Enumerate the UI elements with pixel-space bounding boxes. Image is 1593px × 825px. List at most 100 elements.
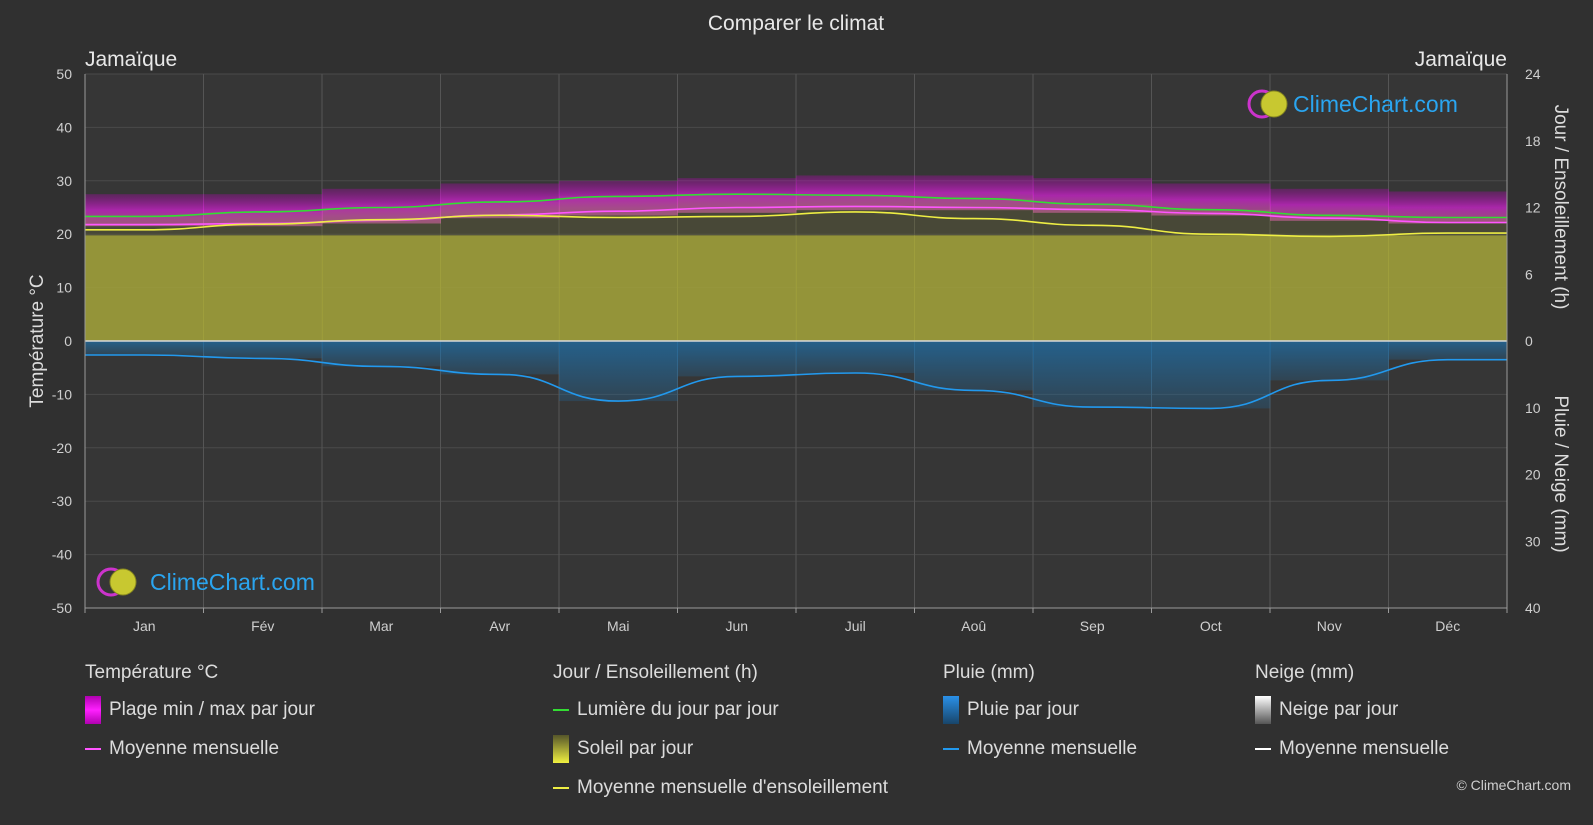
brand-logo-sun-icon [1260, 90, 1288, 118]
legend-label: Lumière du jour par jour [577, 699, 779, 720]
legend-item: Moyenne mensuelle [85, 737, 315, 761]
snow-swatch [1255, 696, 1271, 724]
rain-bar [1270, 341, 1389, 381]
sunshine-bar [203, 235, 323, 341]
sunshine-mean-swatch [553, 787, 569, 789]
left-tick-label: 50 [56, 66, 72, 82]
temperature-range-bar [1388, 191, 1507, 224]
right-axis-label-top: Jour / Ensoleillement (h) [1550, 105, 1571, 310]
mean-swatch [85, 748, 101, 750]
legend-snow-title: Neige (mm) [1255, 662, 1355, 683]
snow-mean-swatch [1255, 748, 1271, 750]
legend-rain-title: Pluie (mm) [943, 662, 1035, 683]
month-label: Mar [369, 618, 393, 634]
sunshine-bar [796, 235, 915, 341]
rain-bar [914, 341, 1034, 391]
right-top-tick-label: 18 [1525, 133, 1541, 149]
left-tick-label: -50 [52, 600, 72, 616]
legend-item: Lumière du jour par jour [553, 698, 888, 722]
temperature-range-bar [1033, 178, 1152, 213]
rain-bar [677, 341, 797, 377]
copyright: © ClimeChart.com [1456, 777, 1571, 793]
rain-mean-swatch [943, 748, 959, 750]
legend-label: Neige par jour [1279, 699, 1399, 720]
sunshine-bar [1151, 235, 1271, 341]
right-axis-label-bottom: Pluie / Neige (mm) [1550, 395, 1571, 552]
legend-label: Moyenne mensuelle d'ensoleillement [577, 777, 888, 798]
legend-sun-title: Jour / Ensoleillement (h) [553, 662, 758, 683]
left-tick-label: -40 [52, 547, 72, 563]
left-tick-label: 0 [64, 333, 72, 349]
axes: 50 40 30 20 10 0 -10 -20 -30 -40 -50 24 18 12 6 0 10 20 30… [52, 66, 1541, 634]
month-label: Nov [1317, 618, 1342, 634]
month-label: Jan [133, 618, 156, 634]
chart-title: Comparer le climat [708, 12, 884, 35]
left-tick-label: -30 [52, 493, 72, 509]
month-label: Aoû [961, 618, 986, 634]
left-tick-label: 10 [56, 280, 72, 296]
month-label: Déc [1435, 618, 1460, 634]
legend-item: Plage min / max par jour [85, 696, 315, 724]
left-axis-label: Température °C [27, 274, 48, 407]
sunshine-bar [85, 235, 204, 341]
daylight-line [85, 193, 1507, 219]
legend-sun: Jour / Ensoleillement (h) Lumière du jou… [553, 662, 888, 815]
left-tick-label: 20 [56, 226, 72, 242]
temperature-range-bar [796, 175, 915, 211]
sunshine-bar [1270, 235, 1389, 341]
month-label: Juil [845, 618, 866, 634]
month-label: Mai [607, 618, 630, 634]
legend-snow: Neige (mm) Neige par jour Moyenne mensue… [1255, 662, 1449, 776]
watermark-text-bottom: ClimeChart.com [150, 569, 315, 595]
legend-temperature-title: Température °C [85, 662, 219, 683]
legend-label: Plage min / max par jour [109, 699, 315, 720]
month-label: Sep [1080, 618, 1105, 634]
legend-label: Moyenne mensuelle [967, 738, 1138, 759]
left-tick-label: 40 [56, 119, 72, 135]
rain-bar [440, 341, 560, 375]
sunshine-bar [1033, 235, 1152, 341]
range-swatch [85, 696, 101, 724]
watermark-top: ClimeChart.com [1247, 89, 1458, 119]
sunshine-bar [677, 235, 797, 341]
location-right: Jamaïque [1415, 48, 1507, 71]
legend-label: Moyenne mensuelle [1279, 738, 1450, 759]
chart-marks [85, 175, 1507, 410]
legend-label: Pluie par jour [967, 699, 1079, 720]
brand-logo-sun-icon [109, 568, 137, 596]
right-bottom-tick-label: 30 [1525, 533, 1541, 549]
legend-item: Neige par jour [1255, 696, 1449, 724]
legend-label: Soleil par jour [577, 738, 694, 759]
month-label: Jun [725, 618, 748, 634]
location-left: Jamaïque [85, 48, 177, 71]
right-top-tick-label: 0 [1525, 333, 1533, 349]
right-top-tick-label: 6 [1525, 266, 1533, 282]
rain-bar [85, 341, 204, 356]
rain-bar [1033, 341, 1152, 408]
legend-item: Moyenne mensuelle [1255, 737, 1449, 761]
rain-bar [796, 341, 915, 374]
sunshine-swatch [553, 735, 569, 763]
right-top-tick-label: 24 [1525, 66, 1541, 82]
sunshine-bar [322, 235, 441, 341]
temperature-range-bar [85, 194, 204, 227]
sunshine-bar [1388, 235, 1507, 341]
month-label: Fév [251, 618, 274, 634]
daylight-swatch [553, 709, 569, 711]
temperature-range-bar [914, 175, 1034, 211]
sunshine-bar [559, 235, 678, 341]
watermark-bottom: ClimeChart.com [96, 567, 315, 597]
legend-rain: Pluie (mm) Pluie par jour Moyenne mensue… [943, 662, 1137, 776]
sunshine-bar [440, 235, 560, 341]
rain-bar [203, 341, 323, 359]
left-tick-label: -20 [52, 440, 72, 456]
legend-item: Soleil par jour [553, 735, 888, 763]
legend-label: Moyenne mensuelle [109, 738, 280, 759]
left-tick-label: 30 [56, 173, 72, 189]
right-top-tick-label: 12 [1525, 200, 1541, 216]
right-bottom-tick-label: 20 [1525, 467, 1541, 483]
legend-temperature: Température °C Plage min / max par jour … [85, 662, 315, 776]
rain-swatch [943, 696, 959, 724]
legend-item: Moyenne mensuelle d'ensoleillement [553, 776, 888, 800]
legend-item: Moyenne mensuelle [943, 737, 1137, 761]
